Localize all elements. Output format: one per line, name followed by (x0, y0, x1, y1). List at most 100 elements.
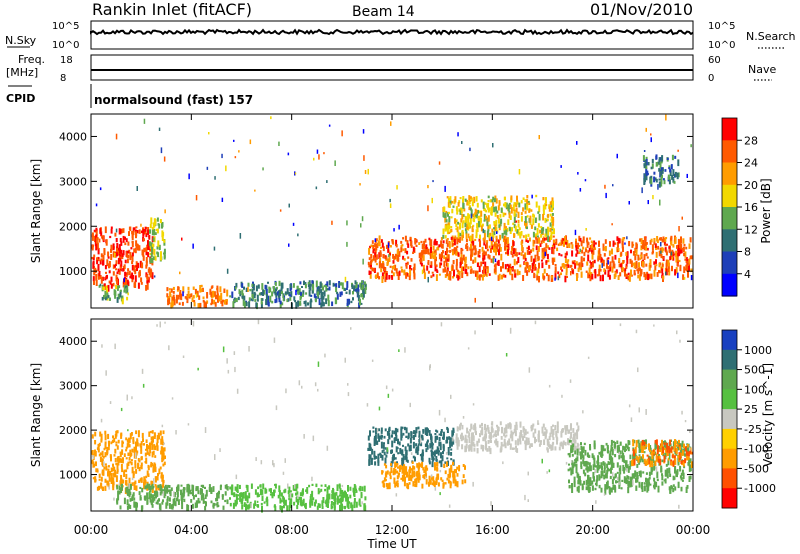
radar-cell (484, 272, 487, 276)
radar-cell (136, 230, 139, 234)
radar-cell (101, 450, 104, 458)
radar-cell (187, 290, 190, 298)
radar-cell (301, 293, 304, 297)
radar-cell (372, 268, 375, 272)
radar-cell (550, 200, 553, 205)
radar-cell (572, 433, 575, 439)
radar-cell (571, 463, 574, 470)
radar-cell (452, 260, 455, 265)
radar-cell (155, 485, 158, 492)
radar-cell (473, 252, 476, 256)
radar-cell (452, 429, 455, 433)
radar-cell (540, 240, 543, 245)
radar-cell (395, 239, 398, 246)
radar-cell (261, 505, 263, 513)
radar-cell (603, 253, 606, 257)
radar-cell (682, 247, 684, 251)
y-tick-label: 1000 (59, 469, 87, 482)
radar-cell (260, 502, 263, 506)
radar-cell (168, 485, 171, 489)
radar-cell (164, 489, 167, 497)
radar-cell (435, 459, 438, 462)
radar-cell (255, 457, 257, 461)
radar-cell (401, 459, 404, 466)
radar-cell (489, 436, 492, 443)
radar-cell (535, 194, 538, 198)
radar-cell (133, 451, 136, 459)
radar-cell (130, 247, 133, 250)
radar-cell (637, 274, 640, 279)
radar-cell (287, 483, 289, 489)
radar-cell (480, 274, 482, 278)
radar-cell (607, 260, 609, 265)
radar-cell (286, 288, 289, 295)
radar-cell (661, 155, 664, 162)
radar-cell (325, 499, 328, 505)
radar-cell (183, 498, 186, 503)
colorbar-tick-label: -100 (744, 443, 769, 456)
radar-cell (585, 479, 588, 486)
radar-cell (118, 484, 121, 491)
radar-cell (151, 229, 154, 236)
radar-cell (341, 282, 344, 290)
radar-cell (622, 237, 625, 241)
radar-cell (254, 189, 256, 192)
radar-cell (646, 247, 649, 251)
y-tick-label: 1000 (59, 265, 87, 278)
colorbar-segment (722, 409, 737, 430)
radar-cell (683, 243, 686, 247)
radar-cell (661, 475, 664, 481)
radar-cell (359, 282, 362, 288)
radar-cell (374, 243, 377, 247)
radar-cell (371, 359, 374, 362)
radar-cell (478, 215, 481, 222)
radar-cell (552, 441, 555, 445)
radar-cell (378, 428, 380, 432)
radar-cell (512, 241, 515, 246)
radar-cell (153, 248, 156, 256)
radar-cell (188, 296, 191, 299)
radar-cell (316, 285, 319, 290)
radar-cell (396, 447, 399, 450)
radar-cell (292, 222, 295, 226)
radar-cell (282, 471, 285, 475)
radar-cell (438, 433, 441, 436)
radar-cell (541, 262, 544, 269)
radar-cell (513, 216, 516, 224)
radar-cell (518, 270, 521, 275)
radar-cell (110, 228, 113, 234)
radar-cell (430, 265, 433, 268)
radar-cell (447, 447, 450, 454)
radar-cell (98, 473, 101, 478)
radar-cell (660, 253, 663, 259)
radar-cell (256, 299, 259, 302)
radar-cell (341, 494, 343, 501)
radar-cell (360, 223, 362, 228)
radar-cell (456, 274, 458, 279)
radar-cell (145, 264, 148, 269)
radar-cell (100, 418, 103, 423)
radar-cell (660, 465, 663, 473)
radar-cell (293, 296, 296, 301)
radar-cell (344, 276, 347, 283)
radar-cell (681, 479, 684, 482)
radar-cell (104, 441, 107, 445)
radar-cell (251, 283, 254, 288)
radar-cell (138, 245, 141, 249)
radar-cell (402, 444, 404, 447)
radar-cell (678, 444, 681, 448)
radar-cell (465, 231, 468, 235)
radar-cell (182, 286, 185, 293)
radar-cell (508, 212, 511, 219)
radar-cell (144, 226, 147, 232)
radar-cell (577, 172, 579, 175)
radar-cell (368, 247, 371, 255)
radar-cell (637, 439, 640, 444)
radar-cell (202, 299, 205, 303)
nsearch-label: N.Search (746, 30, 796, 43)
radar-cell (602, 461, 605, 466)
radar-cell (484, 208, 487, 212)
radar-cell (606, 262, 608, 269)
radar-cell (134, 480, 137, 485)
radar-cell (645, 172, 648, 177)
